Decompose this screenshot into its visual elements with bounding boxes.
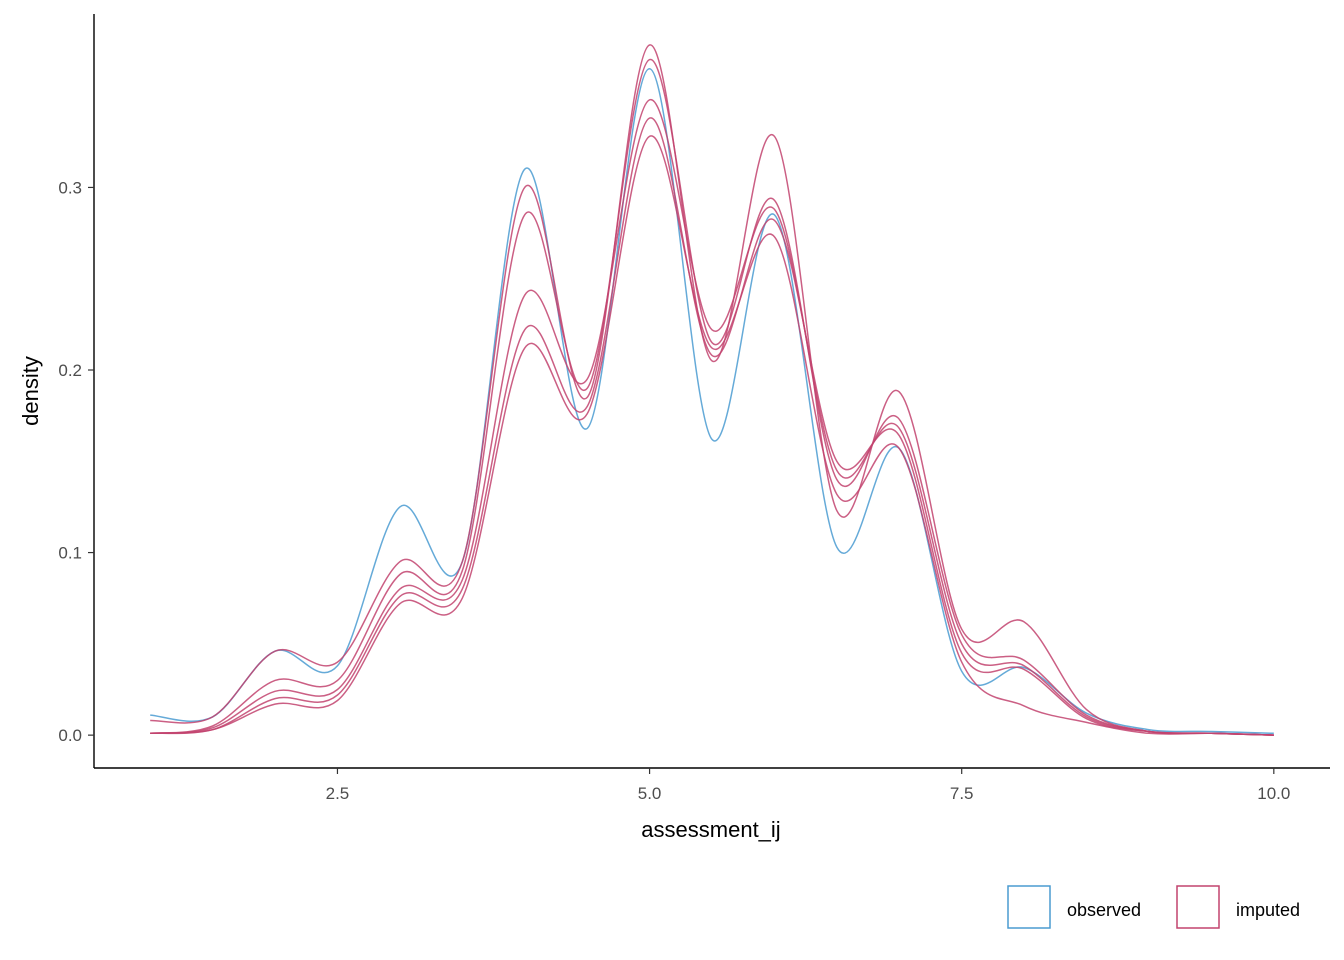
series-lines [150,44,1274,736]
x-tick-label: 7.5 [950,784,974,803]
legend-label-observed: observed [1067,900,1141,920]
x-axis-ticks: 2.5 5.0 7.5 10.0 [326,768,1290,803]
y-axis-title: density [18,356,43,426]
legend-key-observed [1007,885,1051,929]
series-line-imputed-3 [150,99,1274,736]
series-line-observed [150,68,1274,735]
y-tick-label: 0.3 [58,178,82,197]
legend: observed imputed [1007,885,1300,929]
x-axis-title: assessment_ij [641,817,780,842]
y-axis-ticks: 0.0 0.1 0.2 0.3 [58,178,94,745]
series-line-imputed-1 [150,44,1274,736]
x-tick-label: 2.5 [326,784,350,803]
series-line-imputed-2 [150,58,1274,736]
y-tick-label: 0.2 [58,361,82,380]
series-line-imputed-4 [150,117,1274,736]
plot-panel [93,14,1330,769]
series-line-imputed-5 [150,135,1274,736]
y-tick-label: 0.1 [58,544,82,563]
legend-key-imputed [1176,885,1220,929]
y-tick-label: 0.0 [58,726,82,745]
x-tick-label: 10.0 [1257,784,1290,803]
x-tick-label: 5.0 [638,784,662,803]
legend-label-imputed: imputed [1236,900,1300,920]
